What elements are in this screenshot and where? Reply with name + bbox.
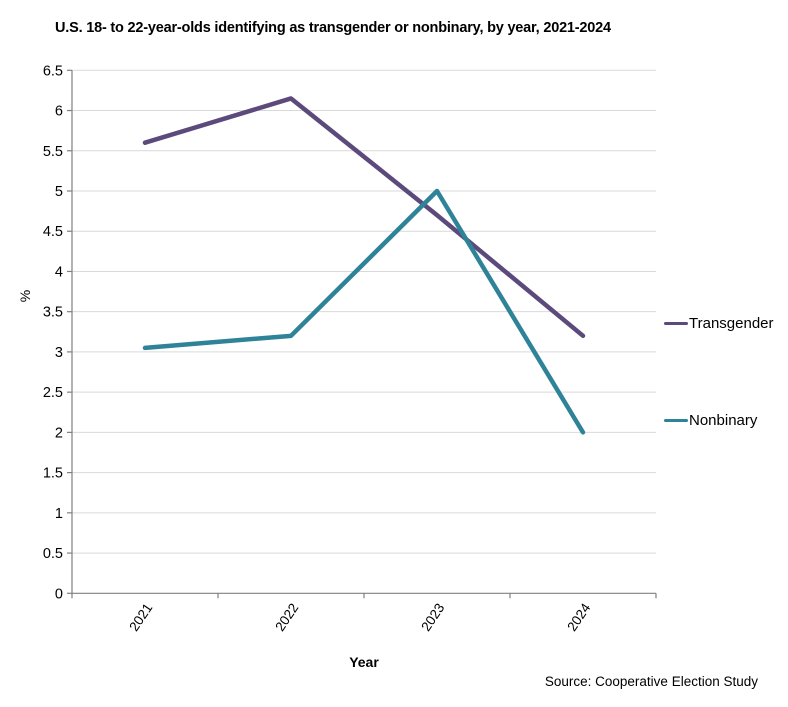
svg-text:3.5: 3.5 xyxy=(43,305,63,321)
legend-label-nonbinary: Nonbinary xyxy=(689,412,758,429)
svg-text:3: 3 xyxy=(55,345,63,361)
legend-item-nonbinary: Nonbinary xyxy=(664,412,757,429)
legend-item-transgender: Transgender xyxy=(664,315,774,332)
svg-text:4.5: 4.5 xyxy=(43,224,63,240)
svg-text:6.5: 6.5 xyxy=(43,63,63,79)
svg-text:1.5: 1.5 xyxy=(43,466,63,482)
svg-text:%: % xyxy=(17,290,33,302)
svg-text:0.5: 0.5 xyxy=(43,546,63,562)
svg-text:2021: 2021 xyxy=(126,601,155,634)
chart-title: U.S. 18- to 22-year-olds identifying as … xyxy=(55,20,611,36)
svg-text:2.5: 2.5 xyxy=(43,385,63,401)
svg-text:4: 4 xyxy=(55,264,63,280)
svg-text:6: 6 xyxy=(55,104,63,120)
legend-label-transgender: Transgender xyxy=(689,315,774,332)
transgender-line-swatch xyxy=(664,321,688,326)
svg-text:5: 5 xyxy=(55,184,63,200)
svg-text:2024: 2024 xyxy=(564,600,594,634)
svg-text:2: 2 xyxy=(55,425,63,441)
svg-text:2022: 2022 xyxy=(272,601,301,634)
svg-text:5.5: 5.5 xyxy=(43,144,63,160)
nonbinary-line-swatch xyxy=(664,418,688,423)
x-axis-title: Year xyxy=(349,654,379,670)
svg-text:1: 1 xyxy=(55,506,63,522)
svg-text:2023: 2023 xyxy=(418,601,447,634)
svg-text:0: 0 xyxy=(55,586,63,602)
source-note: Source: Cooperative Election Study xyxy=(544,674,758,689)
